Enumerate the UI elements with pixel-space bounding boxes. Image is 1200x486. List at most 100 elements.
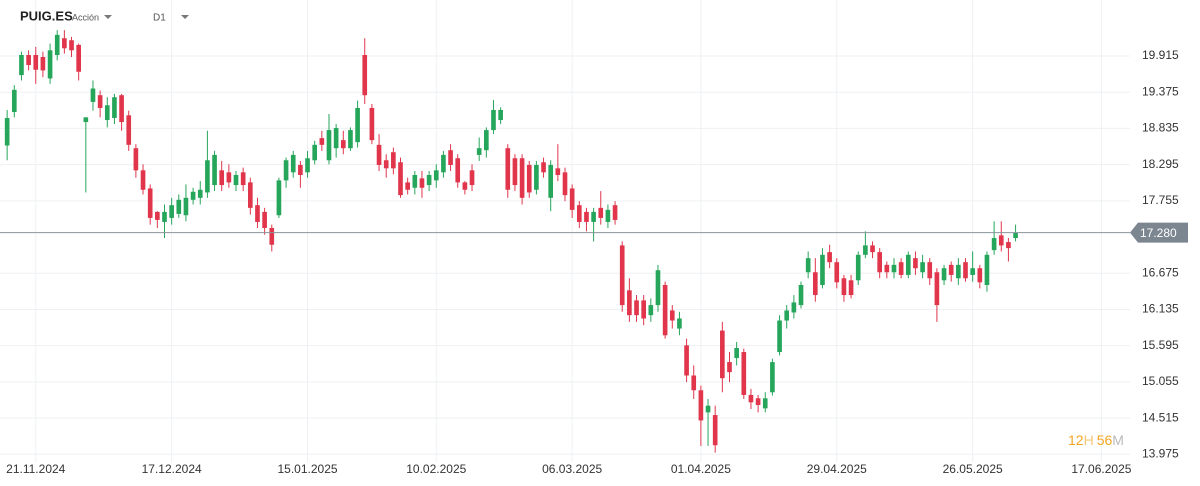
x-tick-label: 17.12.2024 bbox=[142, 462, 202, 476]
candle-body bbox=[62, 38, 67, 49]
asset-type: Acción bbox=[72, 12, 99, 22]
candle-body bbox=[376, 144, 382, 165]
candle-body bbox=[548, 164, 554, 198]
candle-body bbox=[491, 109, 496, 131]
candle-body bbox=[891, 264, 897, 273]
candle-body bbox=[1006, 242, 1011, 249]
timeframe[interactable]: D1 bbox=[153, 13, 166, 24]
y-tick-label: 14.515 bbox=[1142, 410, 1179, 424]
candle-body bbox=[269, 227, 275, 245]
timeframe-dropdown[interactable] bbox=[181, 15, 189, 19]
candle-body bbox=[4, 118, 10, 146]
candle-body bbox=[262, 211, 267, 228]
countdown-minutes: 56 bbox=[1097, 432, 1113, 448]
candle-body bbox=[26, 54, 31, 66]
candle-body bbox=[798, 284, 804, 306]
candle-body bbox=[963, 262, 968, 279]
candle-body bbox=[662, 284, 668, 336]
candle-body bbox=[984, 254, 990, 285]
candle-body bbox=[476, 148, 482, 155]
candle-body bbox=[734, 348, 739, 359]
candle-body bbox=[219, 170, 225, 186]
candle-body bbox=[634, 300, 639, 316]
y-tick-label: 15.055 bbox=[1142, 374, 1179, 388]
candle-body bbox=[133, 148, 139, 171]
candle-body bbox=[455, 158, 461, 183]
candle-body bbox=[462, 182, 468, 190]
x-tick-label: 15.01.2025 bbox=[278, 462, 338, 476]
candle-body bbox=[441, 154, 446, 173]
candle-body bbox=[240, 172, 246, 186]
candle-body bbox=[877, 252, 883, 273]
candle-body bbox=[469, 170, 475, 186]
candle-body bbox=[126, 115, 132, 145]
candle-body bbox=[333, 128, 339, 149]
candle-body bbox=[755, 398, 761, 406]
candle-body bbox=[183, 197, 189, 216]
candle-body bbox=[11, 89, 17, 112]
candle-body bbox=[319, 138, 325, 145]
candle-body bbox=[998, 235, 1004, 246]
candle-body bbox=[97, 95, 103, 108]
candle-body bbox=[870, 245, 875, 253]
candle-body bbox=[684, 345, 689, 376]
candle-body bbox=[233, 175, 239, 186]
candle-body bbox=[362, 54, 368, 96]
asset-dropdown[interactable] bbox=[104, 15, 112, 19]
candle-body bbox=[305, 158, 310, 173]
candle-body bbox=[283, 160, 289, 181]
countdown-hours-unit: H bbox=[1084, 432, 1094, 448]
candle-body bbox=[519, 158, 525, 198]
candle-body bbox=[190, 191, 196, 200]
candle-body bbox=[290, 154, 296, 173]
last-price-tag bbox=[1130, 222, 1188, 243]
candle-body bbox=[112, 97, 117, 119]
candle-body bbox=[555, 168, 561, 176]
candle-body bbox=[155, 211, 160, 220]
candles bbox=[4, 30, 1018, 453]
candle-body bbox=[104, 105, 110, 121]
candle-body bbox=[391, 152, 396, 169]
candle-body bbox=[720, 330, 725, 379]
countdown-hours: 12 bbox=[1068, 432, 1084, 448]
candle-body bbox=[534, 164, 539, 190]
candle-body bbox=[648, 305, 654, 316]
candle-body bbox=[405, 182, 410, 190]
y-tick-label: 18.835 bbox=[1142, 121, 1179, 135]
candle-body bbox=[33, 54, 39, 70]
candle-body bbox=[398, 162, 403, 196]
candle-body bbox=[913, 258, 918, 269]
candle-body bbox=[762, 398, 768, 409]
candle-body bbox=[541, 162, 546, 173]
candle-body bbox=[884, 264, 890, 273]
candle-body bbox=[140, 170, 146, 190]
candle-body bbox=[805, 258, 811, 273]
y-tick-label: 18.295 bbox=[1142, 157, 1179, 171]
candle-body bbox=[526, 164, 532, 193]
candle-body bbox=[784, 310, 790, 321]
candle-body bbox=[855, 254, 861, 281]
candle-body bbox=[162, 211, 167, 222]
candle-body bbox=[941, 268, 947, 281]
candle-body bbox=[812, 272, 818, 296]
candle-body bbox=[512, 158, 518, 186]
candle-body bbox=[54, 34, 60, 55]
candle-body bbox=[90, 88, 96, 102]
candle-body bbox=[591, 211, 596, 222]
candle-body bbox=[948, 264, 954, 275]
candle-body bbox=[898, 262, 904, 275]
candle-body bbox=[197, 189, 203, 198]
candle-body bbox=[863, 245, 868, 255]
candle-body bbox=[977, 268, 983, 283]
candle-body bbox=[705, 405, 711, 413]
candle-body bbox=[905, 254, 911, 275]
candle-body bbox=[19, 54, 24, 76]
candle-body bbox=[691, 375, 697, 391]
candle-body bbox=[612, 205, 618, 220]
candle-body bbox=[827, 252, 832, 263]
candle-body bbox=[169, 205, 174, 218]
candle-body bbox=[748, 394, 754, 403]
candle-body bbox=[340, 140, 346, 149]
candle-body bbox=[834, 262, 840, 283]
